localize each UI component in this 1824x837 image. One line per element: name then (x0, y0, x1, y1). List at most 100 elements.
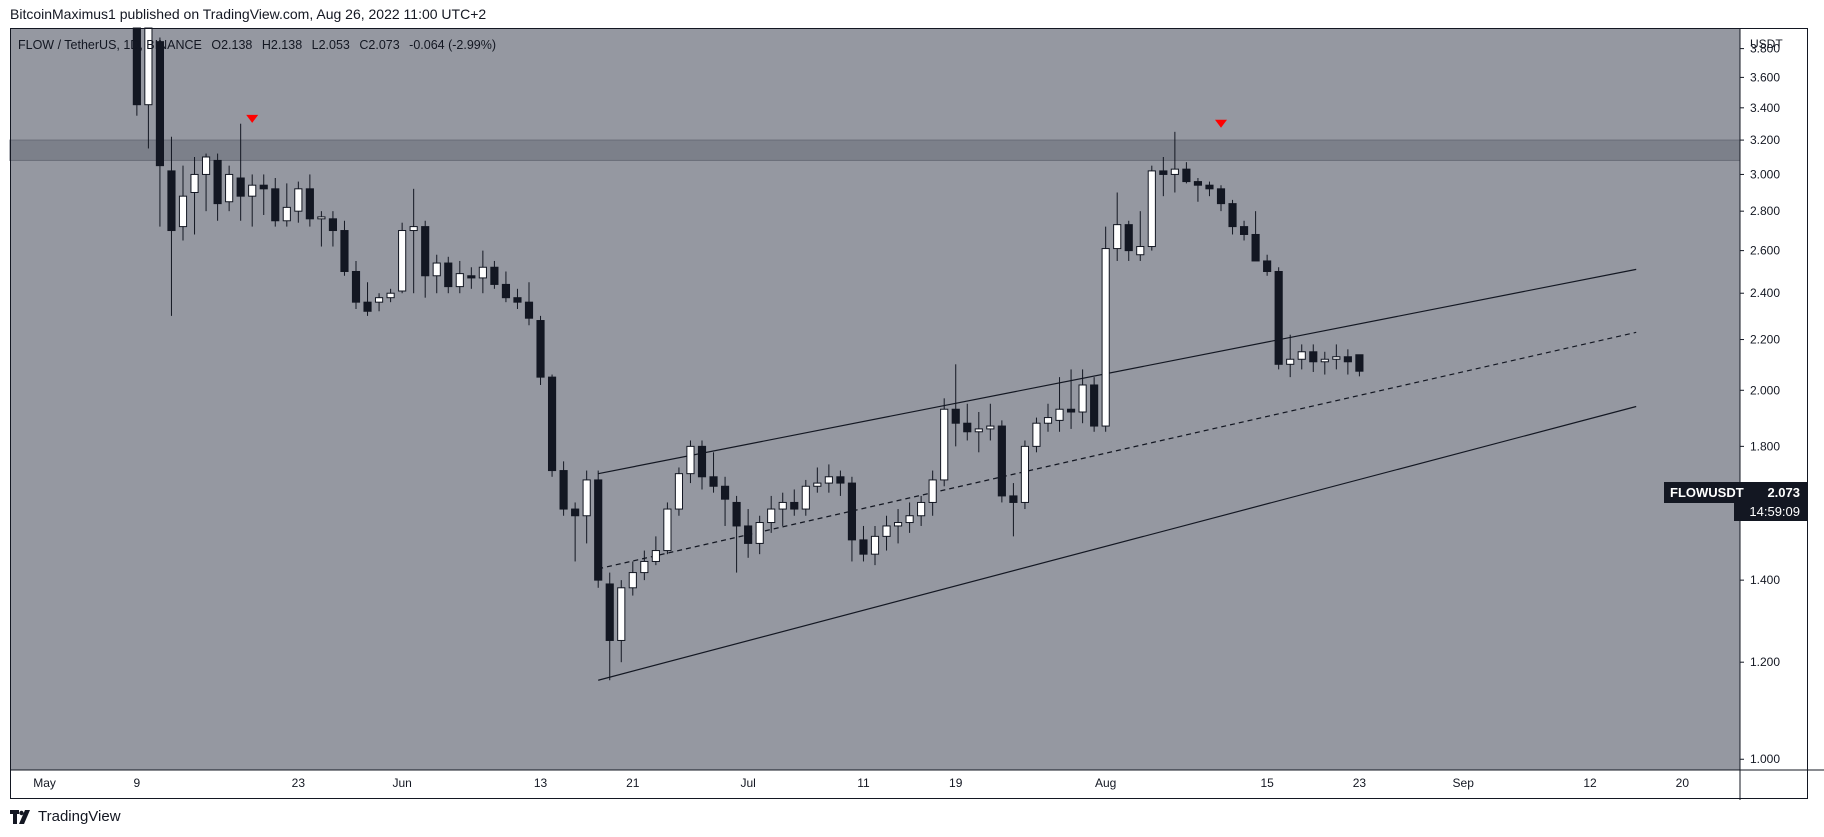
candle[interactable] (501, 271, 511, 303)
candle[interactable] (351, 260, 361, 309)
candle[interactable] (1032, 417, 1041, 453)
candle[interactable] (1066, 369, 1076, 429)
candle[interactable] (882, 515, 891, 551)
candle[interactable] (294, 181, 303, 223)
channel-lower-line[interactable] (598, 405, 1637, 681)
candle[interactable] (340, 220, 349, 276)
candle[interactable] (1090, 377, 1099, 432)
candle[interactable] (605, 572, 614, 681)
candle[interactable] (997, 420, 1006, 503)
candle[interactable] (444, 256, 453, 294)
candle[interactable] (720, 476, 730, 526)
candle[interactable] (1332, 344, 1341, 370)
candle[interactable] (917, 495, 926, 526)
candle[interactable] (928, 470, 937, 516)
candle[interactable] (536, 315, 545, 385)
candle[interactable] (859, 525, 868, 562)
candle[interactable] (547, 374, 557, 477)
candle[interactable] (317, 211, 326, 247)
channel-upper-line[interactable] (598, 268, 1637, 475)
candle[interactable] (409, 188, 418, 294)
candle[interactable] (824, 464, 833, 493)
candle[interactable] (478, 250, 487, 294)
candle[interactable] (744, 509, 753, 558)
candle[interactable] (513, 288, 522, 309)
candle[interactable] (778, 492, 787, 526)
candle[interactable] (1078, 369, 1087, 424)
candle[interactable] (1343, 349, 1352, 375)
candle[interactable] (1182, 162, 1191, 184)
candle[interactable] (1228, 199, 1237, 235)
candle[interactable] (1274, 267, 1283, 370)
candle[interactable] (893, 509, 903, 544)
candle[interactable] (374, 293, 384, 312)
candle[interactable] (963, 403, 972, 441)
candle[interactable] (709, 452, 718, 493)
candle[interactable] (870, 525, 880, 566)
candle[interactable] (398, 222, 407, 294)
candle[interactable] (686, 440, 695, 484)
candle[interactable] (490, 260, 499, 289)
candle[interactable] (940, 398, 949, 487)
candle[interactable] (1251, 211, 1260, 262)
candle[interactable] (1193, 178, 1203, 202)
candle[interactable] (225, 165, 234, 212)
candle[interactable] (663, 502, 672, 555)
candle[interactable] (1216, 185, 1226, 212)
candle[interactable] (455, 260, 464, 294)
candle[interactable] (271, 178, 280, 227)
candle[interactable] (1263, 254, 1272, 276)
candle[interactable] (248, 174, 257, 227)
candle[interactable] (651, 536, 660, 566)
candle[interactable] (559, 461, 568, 516)
candle[interactable] (236, 123, 245, 221)
candle[interactable] (1205, 181, 1214, 197)
candle[interactable] (167, 136, 176, 316)
candle[interactable] (986, 403, 995, 441)
candle[interactable] (1009, 483, 1018, 537)
candle[interactable] (755, 515, 764, 555)
candle[interactable] (1355, 354, 1364, 377)
candle[interactable] (282, 183, 291, 227)
candle[interactable] (571, 502, 580, 562)
candle[interactable] (1020, 440, 1030, 510)
candle[interactable] (801, 479, 810, 516)
candle[interactable] (190, 156, 199, 235)
candle[interactable] (847, 476, 857, 562)
candle[interactable] (790, 489, 799, 516)
candle[interactable] (1239, 220, 1249, 241)
candle[interactable] (421, 220, 430, 298)
candle[interactable] (363, 282, 372, 316)
candle[interactable] (813, 467, 822, 493)
candle[interactable] (767, 495, 776, 533)
candle[interactable] (1101, 226, 1110, 432)
candle[interactable] (674, 467, 684, 516)
candle[interactable] (259, 174, 268, 215)
candle[interactable] (305, 174, 314, 227)
candle[interactable] (582, 470, 591, 544)
candle[interactable] (1124, 220, 1133, 261)
candle[interactable] (1113, 192, 1122, 261)
candle[interactable] (836, 470, 845, 496)
candle[interactable] (617, 580, 626, 663)
candle[interactable] (1297, 344, 1306, 370)
candle[interactable] (974, 412, 983, 453)
candle[interactable] (467, 267, 476, 289)
candle[interactable] (1286, 334, 1295, 378)
candle[interactable] (1320, 351, 1329, 375)
candle[interactable] (178, 165, 188, 241)
candle[interactable] (905, 502, 914, 533)
candle[interactable] (1309, 344, 1318, 372)
candle[interactable] (640, 550, 649, 581)
candle[interactable] (201, 153, 211, 212)
channel-middle-line[interactable] (598, 331, 1637, 570)
candle[interactable] (1043, 403, 1053, 432)
candle[interactable] (155, 37, 165, 227)
candle[interactable] (1159, 156, 1168, 197)
candle[interactable] (432, 254, 441, 294)
candle[interactable] (628, 561, 637, 596)
candle[interactable] (594, 470, 603, 588)
candle[interactable] (386, 288, 395, 303)
candle[interactable] (1055, 377, 1064, 432)
footer-logo[interactable]: TradingView (10, 808, 121, 825)
